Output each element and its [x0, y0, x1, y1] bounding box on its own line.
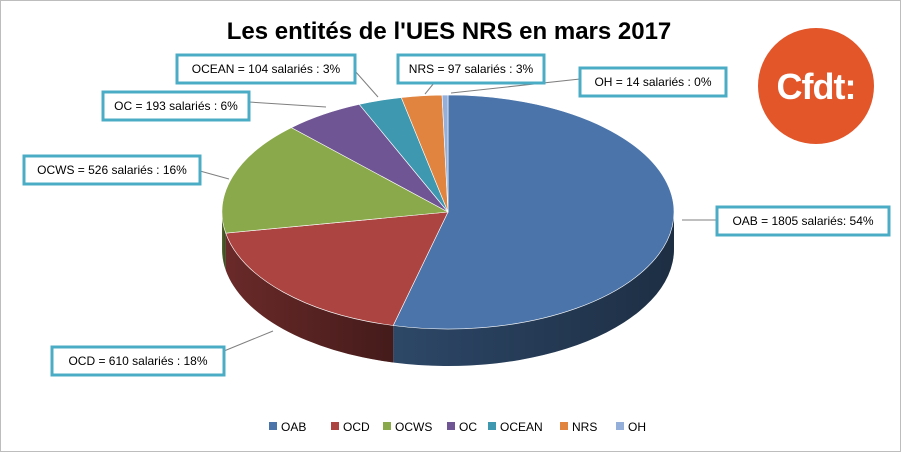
- data-label-oh: OH = 14 salariés : 0%: [578, 66, 728, 98]
- slice-oab: [392, 94, 675, 330]
- slice-ocd: [225, 211, 449, 326]
- legend-item-ocean: OCEAN: [488, 420, 543, 434]
- data-label-text: OCEAN = 104 salariés : 3%: [192, 62, 341, 76]
- data-label-box: [715, 205, 891, 237]
- leader-line-nrs: [424, 82, 435, 95]
- legend-label: OC: [459, 420, 477, 434]
- legend-item-oc: OC: [447, 420, 477, 434]
- legend-label: OCEAN: [500, 420, 543, 434]
- data-label-text: OAB = 1805 salariés: 54%: [732, 214, 873, 228]
- legend-swatch: [488, 422, 496, 430]
- legend-item-nrs: NRS: [560, 420, 597, 434]
- data-label-box: [50, 345, 226, 377]
- data-label-text: OCD = 610 salariés : 18%: [68, 354, 207, 368]
- chart-title: Les entités de l'UES NRS en mars 2017: [227, 18, 672, 45]
- legend-label: OAB: [281, 420, 306, 434]
- leader-line-ocd: [223, 330, 274, 352]
- data-label-text: NRS = 97 salariés : 3%: [409, 62, 534, 76]
- legend-swatch: [269, 422, 277, 430]
- legend-swatch: [383, 422, 391, 430]
- slice-side-shade-ocd: [225, 233, 394, 363]
- legend-label: OCD: [343, 420, 370, 434]
- data-label-nrs: NRS = 97 salariés : 3%: [396, 53, 546, 85]
- cfdt-logo: Cfdt:: [758, 28, 874, 144]
- data-label-box: [22, 154, 202, 186]
- data-label-text: OC = 193 salariés : 6%: [114, 99, 238, 113]
- legend-swatch: [331, 422, 339, 430]
- data-label-ocean: OCEAN = 104 salariés : 3%: [175, 53, 357, 85]
- data-label-box: [396, 53, 546, 85]
- data-label-box: [578, 66, 728, 98]
- data-label-oab: OAB = 1805 salariés: 54%: [715, 205, 891, 237]
- legend-item-ocd: OCD: [331, 420, 370, 434]
- leader-line-oh: [450, 78, 581, 94]
- slice-side-shade-ocws: [222, 212, 226, 271]
- pie-3d-sides: [222, 212, 674, 367]
- logo-circle: [758, 28, 874, 144]
- data-label-ocws: OCWS = 526 salariés : 16%: [22, 154, 202, 186]
- legend-swatch: [560, 422, 568, 430]
- legend-label: OH: [628, 420, 646, 434]
- slice-side-shade-oab: [393, 212, 674, 367]
- legend: OAB OCD OCWS OC OCEAN NRS OH: [269, 420, 646, 434]
- logo-text: Cfdt:: [777, 66, 856, 107]
- legend-swatch: [616, 422, 624, 430]
- legend-item-oh: OH: [616, 420, 646, 434]
- data-labels: OAB = 1805 salariés: 54% OCD = 610 salari…: [22, 53, 891, 377]
- leader-line-oc: [248, 101, 327, 108]
- legend-item-ocws: OCWS: [383, 420, 432, 434]
- legend-item-oab: OAB: [269, 420, 306, 434]
- data-label-box: [175, 53, 357, 85]
- leader-line-ocean: [354, 70, 379, 98]
- data-label-text: OCWS = 526 salariés : 16%: [37, 163, 187, 177]
- data-label-oc: OC = 193 salariés : 6%: [101, 90, 251, 122]
- data-label-text: OH = 14 salariés : 0%: [594, 75, 711, 89]
- pie-slices: [221, 94, 675, 330]
- legend-swatch: [447, 422, 455, 430]
- slice-ocws: [221, 127, 450, 234]
- slice-oh: [441, 94, 449, 213]
- data-label-box: [101, 90, 251, 122]
- data-label-ocd: OCD = 610 salariés : 18%: [50, 345, 226, 377]
- leader-lines: [199, 70, 717, 352]
- leader-line-ocws: [199, 170, 230, 180]
- legend-label: NRS: [572, 420, 597, 434]
- legend-label: OCWS: [395, 420, 432, 434]
